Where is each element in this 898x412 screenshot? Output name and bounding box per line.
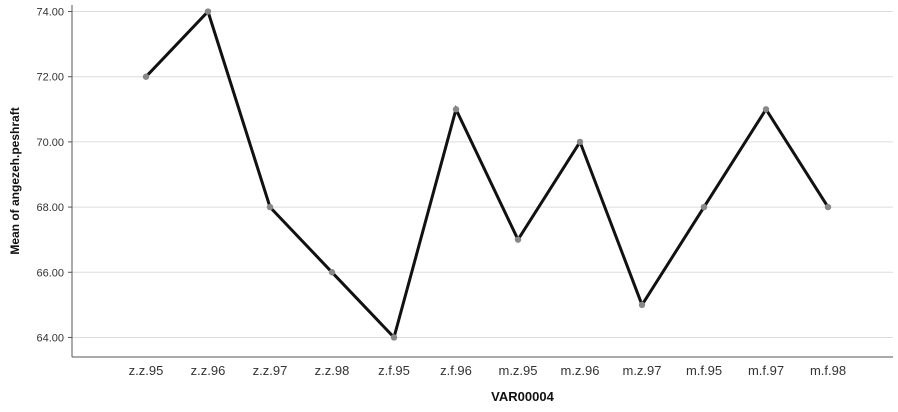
data-markers: [142, 8, 832, 341]
x-tick-label: m.z.95: [498, 363, 537, 378]
x-axis-title: VAR00004: [491, 389, 554, 404]
y-tick-label: 64.00: [36, 332, 64, 344]
x-tick-label: z.z.98: [315, 363, 350, 378]
y-tick-label: 68.00: [36, 202, 64, 214]
series-line: [144, 8, 830, 341]
data-point: [142, 73, 150, 80]
x-tick-label: z.f.96: [440, 363, 472, 378]
data-point: [452, 106, 460, 113]
x-tick-label: z.z.96: [191, 363, 226, 378]
data-point: [514, 236, 522, 243]
y-axis-title: Mean of angezeh.peshraft: [8, 107, 22, 254]
x-tick-label: m.z.96: [560, 363, 599, 378]
y-tick-label: 66.00: [36, 267, 64, 279]
data-point: [266, 203, 274, 211]
data-point: [638, 301, 646, 309]
y-tick-labels: 64.00 66.00 68.00 70.00 72.00 74.00: [36, 7, 72, 344]
data-point: [824, 203, 832, 211]
x-tick-label: z.z.97: [253, 363, 288, 378]
y-tick-label: 70.00: [36, 137, 64, 149]
x-tick-label: z.f.95: [378, 363, 410, 378]
x-tick-label: m.f.97: [748, 363, 784, 378]
axes: [71, 5, 893, 358]
x-tick-label: z.z.95: [129, 363, 164, 378]
data-point: [328, 269, 336, 276]
data-point: [700, 203, 708, 211]
x-tick-labels: z.z.95 z.z.96 z.z.97 z.z.98 z.f.95 z.f.96 m.z.…: [129, 363, 846, 378]
x-tick-label: m.f.98: [810, 363, 846, 378]
x-tick-label: m.z.97: [622, 363, 661, 378]
x-tick-label: m.f.95: [686, 363, 722, 378]
y-tick-label: 74.00: [36, 7, 64, 19]
data-point: [390, 334, 398, 341]
data-point: [204, 8, 212, 15]
series-lines: [144, 8, 830, 341]
data-point: [762, 106, 770, 113]
y-tick-label: 72.00: [36, 72, 64, 84]
gridlines: [72, 11, 893, 338]
data-point: [576, 138, 584, 146]
